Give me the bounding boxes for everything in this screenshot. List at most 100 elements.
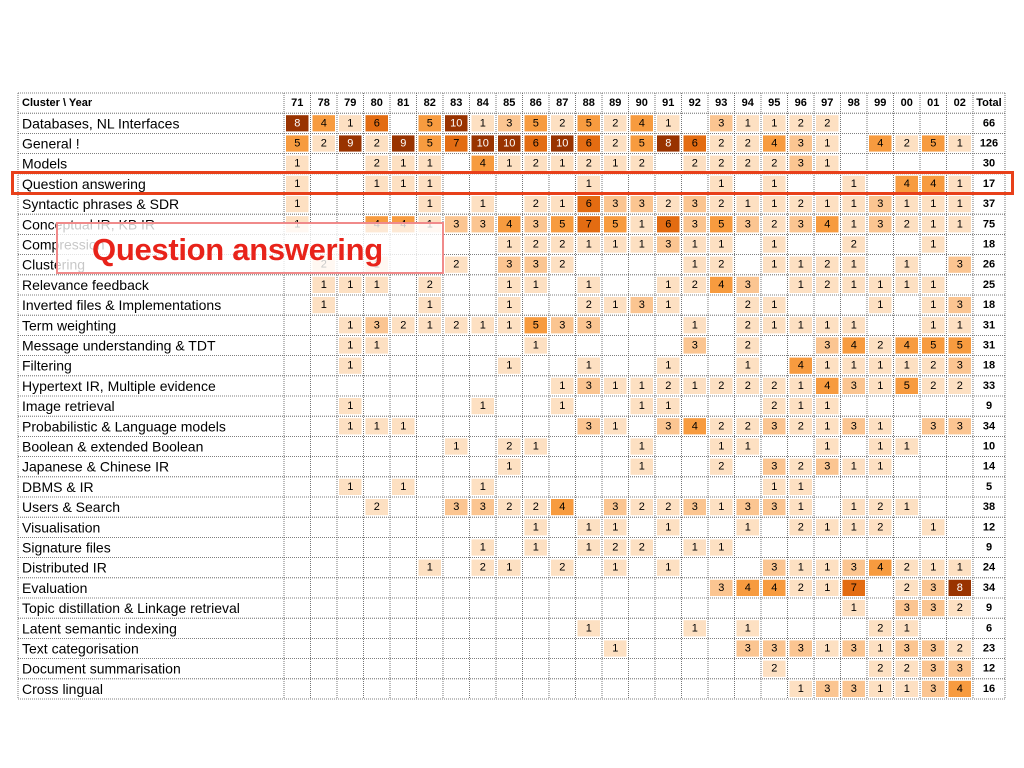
heat-cell xyxy=(604,519,627,536)
cell-value: 1 xyxy=(798,683,804,695)
cell-value: 3 xyxy=(745,501,751,513)
heat-cell xyxy=(763,458,786,475)
cell-value: 2 xyxy=(718,380,724,392)
cell-value: 5 xyxy=(639,138,645,150)
heat-cell xyxy=(683,135,706,152)
heat-cell xyxy=(710,418,733,435)
cell-value: 3 xyxy=(798,138,804,150)
cell-value: 1 xyxy=(427,198,433,210)
cell-value: 1 xyxy=(957,218,963,230)
cell-value: 1 xyxy=(745,521,751,533)
heat-cell xyxy=(895,216,918,233)
cell-value: 1 xyxy=(639,380,645,392)
heat-cell xyxy=(789,499,812,516)
cell-value: 3 xyxy=(824,461,830,473)
cell-value: 3 xyxy=(745,643,751,655)
heat-cell xyxy=(418,196,441,213)
row-label: Document summarisation xyxy=(22,661,181,677)
cell-value: 2 xyxy=(930,380,936,392)
heat-cell xyxy=(471,478,494,495)
cell-value: 1 xyxy=(877,683,883,695)
cell-value: 2 xyxy=(639,542,645,554)
heat-cell xyxy=(922,216,945,233)
cell-value: 2 xyxy=(453,319,459,331)
heat-cell xyxy=(816,317,839,334)
heat-cell xyxy=(816,398,839,415)
header-year-82: 82 xyxy=(424,97,436,109)
heat-cell xyxy=(869,337,892,354)
heat-cell xyxy=(577,155,600,172)
cell-value: 1 xyxy=(533,441,539,453)
heat-cell xyxy=(339,115,362,132)
cell-value: 1 xyxy=(294,198,300,210)
heat-cell xyxy=(498,135,521,152)
heat-cell xyxy=(816,680,839,697)
heat-cell xyxy=(418,276,441,293)
heat-cell xyxy=(789,680,812,697)
cell-value: 4 xyxy=(718,279,724,291)
row-label: Topic distillation & Linkage retrieval xyxy=(22,600,240,616)
heat-cell xyxy=(948,640,971,657)
heat-cell xyxy=(577,620,600,637)
header-year-80: 80 xyxy=(371,97,383,109)
heat-cell xyxy=(471,196,494,213)
cell-value: 1 xyxy=(771,239,777,251)
cell-value: 1 xyxy=(798,562,804,574)
heat-cell xyxy=(286,196,309,213)
cell-value: 4 xyxy=(930,178,936,190)
cell-value: 2 xyxy=(771,158,777,170)
cell-value: 3 xyxy=(533,259,539,271)
header-year-02: 02 xyxy=(954,97,966,109)
heat-cell xyxy=(842,458,865,475)
cell-value: 1 xyxy=(851,319,857,331)
heat-cell xyxy=(895,600,918,617)
cell-value: 2 xyxy=(718,158,724,170)
row-label: Inverted files & Implementations xyxy=(22,297,221,313)
cell-value: 2 xyxy=(824,279,830,291)
heat-cell xyxy=(922,600,945,617)
heat-cell xyxy=(630,135,653,152)
row-total: 34 xyxy=(983,420,996,432)
cell-value: 2 xyxy=(745,420,751,432)
cell-value: 2 xyxy=(904,138,910,150)
heat-cell xyxy=(842,418,865,435)
heat-cell xyxy=(789,377,812,394)
cell-value: 2 xyxy=(745,138,751,150)
heat-cell xyxy=(842,337,865,354)
heat-cell xyxy=(630,155,653,172)
cell-value: 3 xyxy=(718,582,724,594)
heat-cell xyxy=(630,539,653,556)
heat-cell xyxy=(763,579,786,596)
row-label: DBMS & IR xyxy=(22,479,94,495)
heat-cell xyxy=(789,579,812,596)
cell-value: 4 xyxy=(798,360,804,372)
heat-cell xyxy=(789,155,812,172)
cell-value: 3 xyxy=(453,218,459,230)
heat-cell xyxy=(604,236,627,253)
heat-cell xyxy=(948,377,971,394)
heat-cell xyxy=(604,297,627,314)
cell-value: 5 xyxy=(718,218,724,230)
cell-value: 2 xyxy=(771,400,777,412)
cell-value: 2 xyxy=(665,198,671,210)
cell-value: 2 xyxy=(612,542,618,554)
heat-cell xyxy=(683,499,706,516)
heat-cell xyxy=(948,297,971,314)
heat-cell xyxy=(418,317,441,334)
heat-cell xyxy=(577,216,600,233)
heat-cell xyxy=(710,216,733,233)
heat-cell xyxy=(895,276,918,293)
heat-cell xyxy=(789,256,812,273)
cell-value: 1 xyxy=(347,400,353,412)
cell-value: 1 xyxy=(957,319,963,331)
heat-cell xyxy=(551,155,574,172)
heat-cell xyxy=(710,377,733,394)
cell-value: 1 xyxy=(639,239,645,251)
cell-value: 2 xyxy=(559,259,565,271)
header-year-89: 89 xyxy=(609,97,621,109)
cell-value: 1 xyxy=(559,400,565,412)
cell-value: 2 xyxy=(718,138,724,150)
header-year-79: 79 xyxy=(344,97,356,109)
cell-value: 2 xyxy=(374,158,380,170)
cell-value: 1 xyxy=(347,319,353,331)
